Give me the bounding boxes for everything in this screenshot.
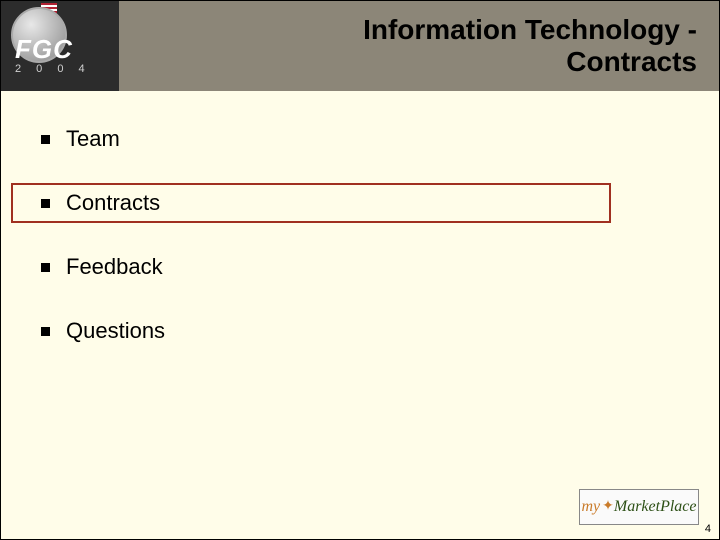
bullet-questions: Questions (11, 311, 709, 351)
footer-logo-my: my (581, 498, 600, 516)
bullet-square-icon (41, 327, 50, 336)
bullet-square-icon (41, 135, 50, 144)
footer-logo-marketplace: MarketPlace (614, 498, 697, 516)
logo-year-text: 2 0 0 4 (15, 63, 105, 75)
logo-main-text: FGC (15, 38, 105, 61)
footer-logo: my ✦ MarketPlace (579, 489, 699, 525)
page-number: 4 (705, 523, 711, 535)
florida-icon: ✦ (602, 497, 614, 514)
header-bar: FGC 2 0 0 4 Information Technology - Con… (1, 1, 719, 91)
bullet-label: Contracts (66, 190, 160, 216)
bullet-label: Questions (66, 318, 165, 344)
content-area: Team Contracts Feedback Questions (1, 91, 719, 351)
bullet-contracts: Contracts (11, 183, 611, 223)
title-line-2: Contracts (566, 46, 697, 77)
slide-container: FGC 2 0 0 4 Information Technology - Con… (0, 0, 720, 540)
title-line-1: Information Technology - (363, 14, 697, 45)
logo-area: FGC 2 0 0 4 (1, 1, 119, 91)
bullet-team: Team (11, 119, 709, 159)
bullet-feedback: Feedback (11, 247, 709, 287)
bullet-label: Team (66, 126, 120, 152)
bullet-square-icon (41, 199, 50, 208)
slide-title: Information Technology - Contracts (363, 14, 697, 78)
title-area: Information Technology - Contracts (119, 1, 719, 91)
bullet-square-icon (41, 263, 50, 272)
bullet-label: Feedback (66, 254, 163, 280)
logo-text: FGC 2 0 0 4 (15, 38, 105, 75)
